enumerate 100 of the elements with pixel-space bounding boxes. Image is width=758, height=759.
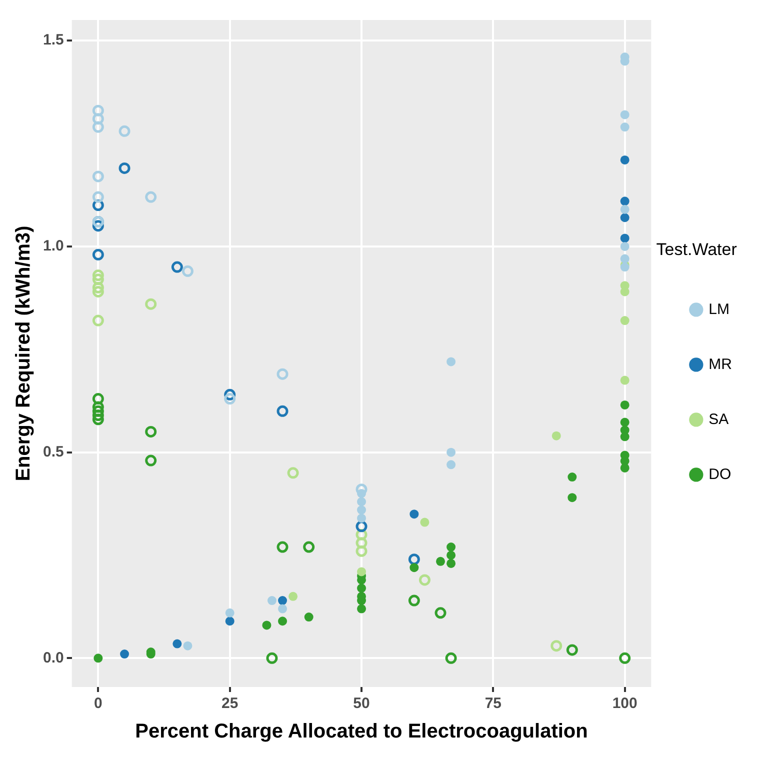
x-tick-label: 100 (612, 695, 638, 712)
point (357, 584, 366, 593)
point (118, 125, 130, 137)
point (620, 155, 630, 164)
point (304, 612, 314, 622)
point (357, 567, 366, 576)
point (620, 316, 630, 326)
point (568, 472, 577, 482)
point (92, 282, 104, 294)
point (446, 460, 456, 470)
point (446, 558, 456, 568)
x-tick-label: 25 (222, 695, 238, 712)
point (182, 265, 194, 277)
point (288, 592, 298, 601)
y-tick-label: 0.5 (42, 443, 64, 460)
point (619, 652, 631, 664)
point (356, 520, 368, 532)
point (120, 650, 130, 659)
legend-label: LM (708, 300, 730, 318)
point (262, 620, 272, 630)
x-tick-label: 50 (353, 695, 370, 712)
point (620, 213, 630, 222)
y-tick-label: 1.5 (42, 32, 64, 49)
point (145, 191, 157, 203)
point (408, 554, 420, 566)
point (620, 234, 630, 243)
y-axis-title: Energy Required (kWh/m3) (12, 226, 35, 482)
point (92, 286, 104, 298)
point (568, 493, 577, 502)
point (356, 545, 368, 557)
point (92, 121, 104, 133)
point (446, 550, 456, 560)
legend-title: Test.Water (656, 240, 738, 259)
point (92, 414, 104, 426)
point (620, 110, 630, 120)
point (266, 652, 278, 664)
point (410, 510, 419, 519)
point (92, 314, 104, 326)
point (566, 644, 578, 656)
point (118, 162, 130, 174)
y-tick-label: 0.0 (42, 649, 64, 666)
point (276, 405, 288, 417)
point (92, 274, 104, 286)
point (145, 426, 157, 438)
x-tick-label: 75 (484, 695, 502, 712)
point (620, 432, 630, 442)
point (446, 357, 456, 366)
point (94, 654, 103, 663)
point (418, 574, 430, 586)
legend-label: MR (708, 356, 732, 373)
point (434, 607, 446, 619)
point (552, 431, 561, 440)
point (183, 641, 192, 650)
x-tick-label: 0 (94, 695, 102, 712)
point (92, 393, 104, 405)
point (145, 298, 157, 310)
point (410, 563, 419, 572)
point (278, 596, 288, 606)
point (620, 400, 630, 410)
point (92, 104, 104, 116)
point (357, 505, 366, 514)
point (420, 518, 430, 527)
point (225, 608, 234, 618)
point (408, 594, 420, 606)
point (145, 454, 157, 466)
point (620, 418, 630, 427)
y-tick-label: 1.0 (42, 238, 64, 255)
point (267, 596, 276, 606)
point (287, 467, 299, 479)
point (620, 262, 630, 272)
point (357, 497, 366, 506)
point (620, 242, 630, 251)
point (620, 204, 630, 214)
point (620, 254, 630, 264)
point (446, 542, 456, 552)
point (224, 393, 236, 405)
point (276, 368, 288, 380)
point (92, 248, 104, 260)
point (357, 604, 366, 614)
point (276, 541, 288, 553)
point (92, 170, 104, 182)
point (356, 537, 368, 549)
point (357, 514, 366, 523)
point (225, 616, 234, 626)
point (445, 652, 457, 664)
point (92, 270, 104, 282)
point (436, 556, 446, 566)
point (171, 261, 183, 273)
point (92, 191, 104, 203)
point (278, 616, 288, 626)
point (550, 640, 562, 652)
legend-label: SA (708, 410, 729, 428)
point (620, 376, 630, 385)
point (278, 604, 288, 614)
point (620, 122, 630, 132)
point (303, 541, 315, 553)
point (172, 639, 182, 648)
point (357, 488, 366, 498)
point (446, 448, 456, 457)
x-axis-title: Percent Charge Allocated to Electrocoagulation (135, 720, 588, 743)
